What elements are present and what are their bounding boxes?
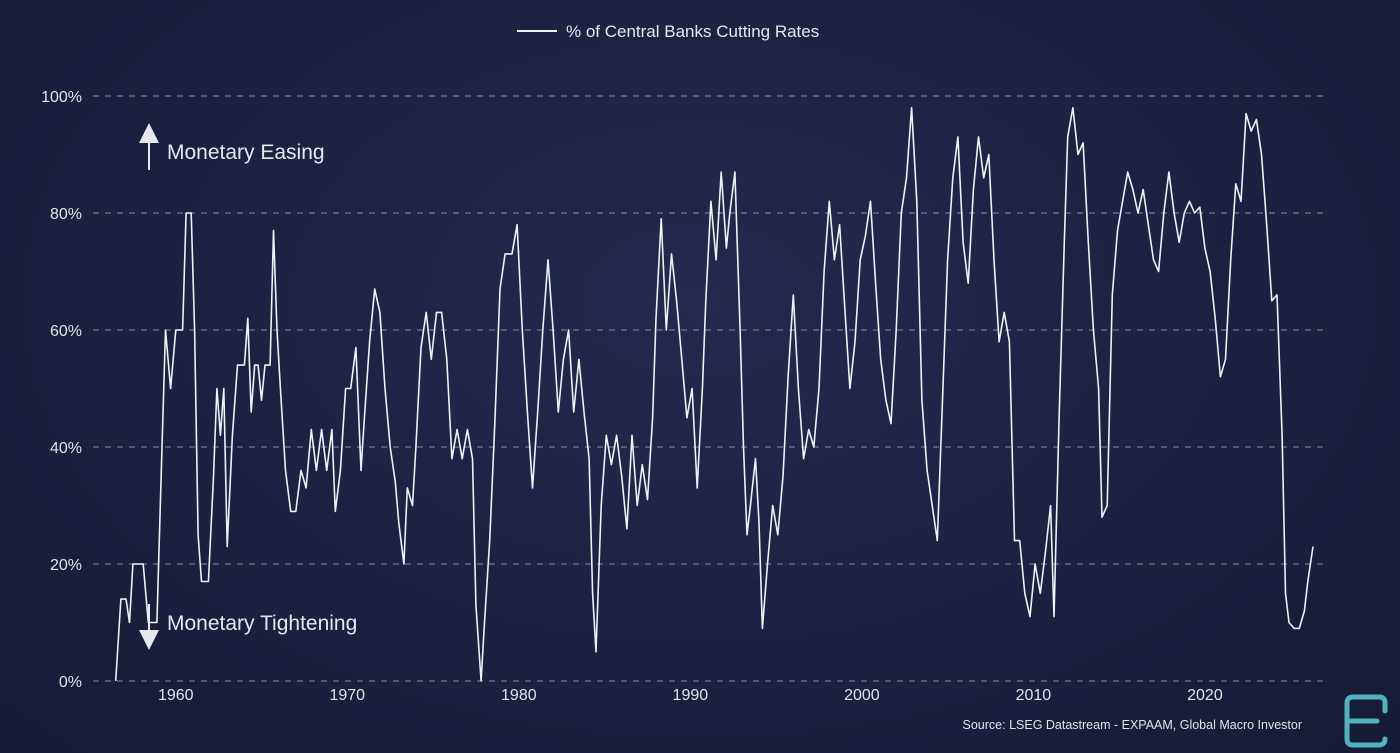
y-tick-label: 40%: [50, 440, 82, 457]
x-tick-label: 1970: [329, 687, 365, 704]
gridlines: [93, 95, 1325, 682]
annotation-tightening-label: Monetary Tightening: [167, 612, 357, 635]
annotation-tightening: Monetary Tightening: [139, 604, 357, 650]
x-tick-label: 2010: [1016, 687, 1052, 704]
x-tick-label: 1980: [501, 687, 537, 704]
y-tick-label: 100%: [41, 89, 82, 106]
series-line-central-banks-cutting: [114, 106, 1314, 682]
y-tick-label: 60%: [50, 323, 82, 340]
x-tick-label: 2000: [844, 687, 880, 704]
y-tick-label: 0%: [59, 674, 82, 691]
legend-label: % of Central Banks Cutting Rates: [566, 22, 819, 41]
source-note: Source: LSEG Datastream - EXPAAM, Global…: [963, 718, 1302, 732]
legend: % of Central Banks Cutting Rates: [517, 22, 819, 41]
y-tick-label: 80%: [50, 206, 82, 223]
annotation-easing: Monetary Easing: [139, 123, 325, 170]
x-tick-label: 2020: [1187, 687, 1223, 704]
annotation-easing-label: Monetary Easing: [167, 141, 325, 164]
x-tick-label: 1990: [673, 687, 709, 704]
x-axis-tick-labels: 1960 1970 1980 1990 2000 2010 2020: [158, 687, 1223, 704]
gmi-logo-icon: [1344, 694, 1388, 748]
y-tick-label: 20%: [50, 557, 82, 574]
y-axis-tick-labels: 0% 20% 40% 60% 80% 100%: [41, 89, 82, 691]
x-tick-label: 1960: [158, 687, 194, 704]
